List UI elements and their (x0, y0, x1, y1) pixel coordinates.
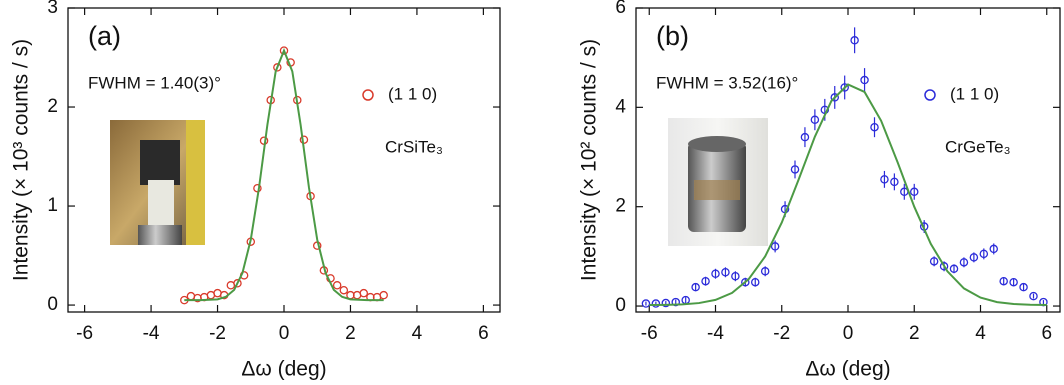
x-tick-label: 4 (412, 323, 423, 344)
y-tick-label: 3 (47, 0, 58, 18)
data-point (339, 285, 349, 295)
data-point (850, 36, 859, 45)
photo-b (668, 118, 768, 246)
x-tick-label: -2 (209, 323, 226, 344)
data-point (279, 46, 289, 55)
x-tick-label: -4 (143, 323, 160, 344)
y-axis-label: Intensity (× 10² counts / s) (578, 39, 601, 281)
data-point (810, 115, 820, 125)
panel-label: (a) (88, 21, 121, 51)
y-tick-label: 0 (47, 294, 58, 315)
x-tick-label: 2 (345, 323, 356, 344)
data-point (641, 299, 651, 308)
data-point (731, 271, 740, 281)
data-point (711, 269, 720, 279)
y-tick-label: 2 (615, 196, 626, 217)
x-axis-label: Δω (deg) (241, 358, 326, 381)
data-point (999, 276, 1008, 286)
legend-marker (362, 89, 374, 101)
data-point (929, 257, 939, 266)
x-axis-label: Δω (deg) (805, 358, 890, 381)
fit-curve (649, 83, 1047, 307)
data-point (1019, 282, 1028, 292)
data-point (949, 264, 959, 274)
data-point (770, 242, 780, 251)
legend-marker (924, 89, 936, 101)
data-point (671, 297, 681, 307)
data-point (790, 165, 800, 174)
data-point (379, 290, 388, 300)
data-point (1029, 291, 1038, 301)
x-tick-label: 6 (478, 323, 489, 344)
data-point (359, 288, 369, 298)
data-point (332, 281, 342, 290)
y-tick-label: 6 (615, 0, 626, 18)
plot-frame (67, 7, 501, 313)
y-axis-label: Intensity (× 10³ counts / s) (10, 39, 33, 281)
data-point (760, 267, 770, 276)
y-tick-label: 1 (47, 195, 58, 216)
x-tick-label: 4 (975, 323, 986, 344)
sample-label: CrGeTe₃ (945, 137, 1011, 156)
data-point (751, 277, 760, 287)
data-point (840, 83, 849, 92)
data-point (860, 75, 869, 85)
data-point (969, 253, 979, 262)
photo-a (110, 120, 205, 245)
x-tick-label: -6 (76, 323, 93, 344)
fit-curve (184, 47, 384, 302)
data-point (661, 298, 671, 308)
data-point (233, 279, 242, 288)
data-point (870, 122, 879, 132)
data-point (880, 175, 889, 184)
x-tick-label: 0 (279, 323, 290, 344)
data-point (830, 93, 840, 102)
data-point (741, 277, 750, 287)
y-tick-label: 0 (615, 295, 626, 316)
data-point (800, 132, 810, 142)
x-tick-label: -4 (707, 323, 724, 344)
data-point (701, 276, 710, 286)
x-tick-label: -2 (773, 323, 790, 344)
legend-label: (1 1 0) (388, 84, 437, 103)
annotation: FWHM = 3.52(16)° (656, 73, 798, 92)
data-point (691, 282, 700, 292)
data-point (910, 187, 919, 197)
y-tick-label: 2 (47, 96, 58, 117)
panel-label: (b) (656, 21, 689, 51)
data-point (721, 268, 730, 277)
x-tick-label: -6 (641, 323, 658, 344)
x-tick-label: 0 (843, 323, 854, 344)
data-point (273, 63, 282, 72)
data-point (959, 258, 969, 267)
annotation: FWHM = 1.40(3)° (88, 73, 221, 92)
x-tick-label: 2 (909, 323, 920, 344)
legend-label: (1 1 0) (950, 84, 999, 103)
data-point (939, 262, 949, 271)
data-point (890, 177, 899, 187)
data-point (651, 299, 661, 308)
plot-frame (635, 7, 1061, 313)
data-point (1009, 277, 1018, 287)
y-tick-label: 4 (615, 96, 626, 117)
data-point (979, 249, 989, 259)
sample-label: CrSiTe₃ (385, 137, 443, 156)
x-tick-label: 6 (1041, 323, 1052, 344)
data-point (989, 244, 999, 254)
